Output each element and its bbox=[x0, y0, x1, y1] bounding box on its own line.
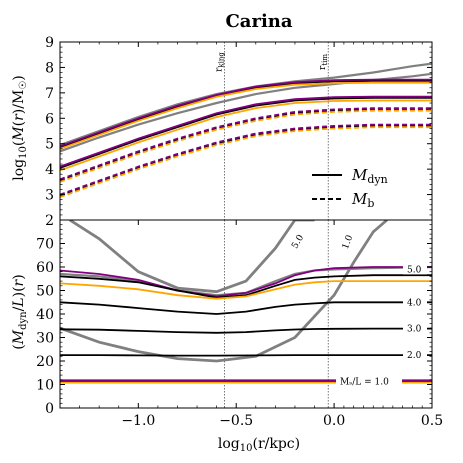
bot-xtick-label: −1.0 bbox=[121, 413, 155, 429]
bot-series-4 bbox=[60, 301, 432, 315]
legend-label-solid: Mdyn bbox=[351, 166, 388, 186]
top-ytick-label: 8 bbox=[45, 60, 54, 76]
series-label-5.0: 5.0 bbox=[407, 265, 422, 275]
bot-ytick-label: 20 bbox=[36, 354, 54, 370]
series-label-bg bbox=[336, 375, 402, 387]
bot-xtick-label: 0.0 bbox=[323, 413, 345, 429]
series-label-bg bbox=[403, 296, 427, 308]
top-series-10 bbox=[60, 107, 432, 181]
contour-label-1.0: 1.0 bbox=[341, 234, 355, 251]
legend-label-sub: b bbox=[367, 197, 374, 210]
bot-plot-area bbox=[60, 220, 432, 408]
top-panel: rking rtim 3 4 5 6 7 8 9 Mdyn Mb bbox=[45, 35, 433, 221]
bot-ytick-label: 40 bbox=[36, 307, 54, 323]
top-series-2 bbox=[60, 80, 432, 149]
contour-5.0 bbox=[69, 220, 315, 294]
chart-title: Carina bbox=[225, 11, 292, 32]
bot-ytick-label: 70 bbox=[36, 237, 54, 253]
bot-series-2 bbox=[60, 274, 432, 299]
top-series-11 bbox=[60, 125, 432, 197]
top-series-13 bbox=[60, 123, 432, 196]
bot-ytick-label: 10 bbox=[36, 378, 54, 394]
bottom-panel: 5.04.03.02.0Mₛ/L = 1.05.0 1.0010203040506… bbox=[36, 42, 443, 429]
top-series-3 bbox=[60, 81, 432, 150]
top-ytick-label: 7 bbox=[45, 86, 54, 102]
top-ytick-label: 5 bbox=[45, 137, 54, 153]
top-series-1 bbox=[60, 72, 432, 153]
top-series-7 bbox=[60, 95, 432, 168]
bot-series-6 bbox=[60, 354, 432, 357]
bot-series-1 bbox=[60, 266, 432, 298]
bot-series-0 bbox=[60, 265, 432, 297]
bot-xtick-label: 0.5 bbox=[421, 413, 443, 429]
contour-label-bg bbox=[290, 230, 309, 250]
vline-label-sub: king bbox=[217, 52, 225, 68]
legend-label-sub: dyn bbox=[367, 173, 387, 186]
top-series-5 bbox=[60, 97, 432, 169]
vline-label-r_tim: rtim bbox=[318, 54, 329, 70]
series-label-2.0: 2.0 bbox=[407, 351, 422, 361]
series-label-3.0: 3.0 bbox=[407, 325, 422, 335]
top-ytick-label-2: 2 bbox=[45, 213, 54, 229]
vline-label-sub: tim bbox=[321, 54, 329, 66]
bot-series-3 bbox=[60, 280, 432, 300]
bot-xtick-label: −0.5 bbox=[219, 413, 253, 429]
x-axis-label: log10(r/kpc) bbox=[218, 436, 300, 454]
bot-ytick-label: 60 bbox=[36, 260, 54, 276]
bot-series-5 bbox=[60, 327, 432, 334]
series-label-bg bbox=[403, 349, 427, 361]
top-series-4 bbox=[60, 78, 432, 148]
legend-label-dashed: Mb bbox=[351, 190, 374, 210]
top-plot-area bbox=[60, 42, 432, 220]
bot-ytick-label: 30 bbox=[36, 331, 54, 347]
series-label-bg bbox=[403, 263, 427, 275]
vline-label-r_king: rking bbox=[214, 52, 225, 72]
top-series-8 bbox=[60, 108, 432, 182]
top-y-axis-label: log10(M(r)/M☉) bbox=[11, 75, 29, 181]
contour-label-bg bbox=[341, 230, 358, 250]
top-ytick-label: 6 bbox=[45, 111, 54, 127]
top-series-6 bbox=[60, 99, 432, 172]
series-label-Mₛ/L = 1.0: Mₛ/L = 1.0 bbox=[340, 377, 389, 387]
top-series-9 bbox=[60, 109, 432, 183]
series-label-bg bbox=[403, 322, 427, 334]
top-ytick-label: 4 bbox=[45, 162, 54, 178]
bot-ytick-label: 0 bbox=[45, 401, 54, 417]
top-ytick-label: 9 bbox=[45, 35, 54, 51]
bottom-y-axis-label: (Mdyn/L)(r) bbox=[11, 274, 29, 349]
bot-ytick-label: 50 bbox=[36, 284, 54, 300]
bot-frame bbox=[59, 219, 433, 409]
top-ytick-label: 3 bbox=[45, 188, 54, 204]
series-label-4.0: 4.0 bbox=[407, 298, 422, 308]
top-series-12 bbox=[60, 126, 432, 198]
